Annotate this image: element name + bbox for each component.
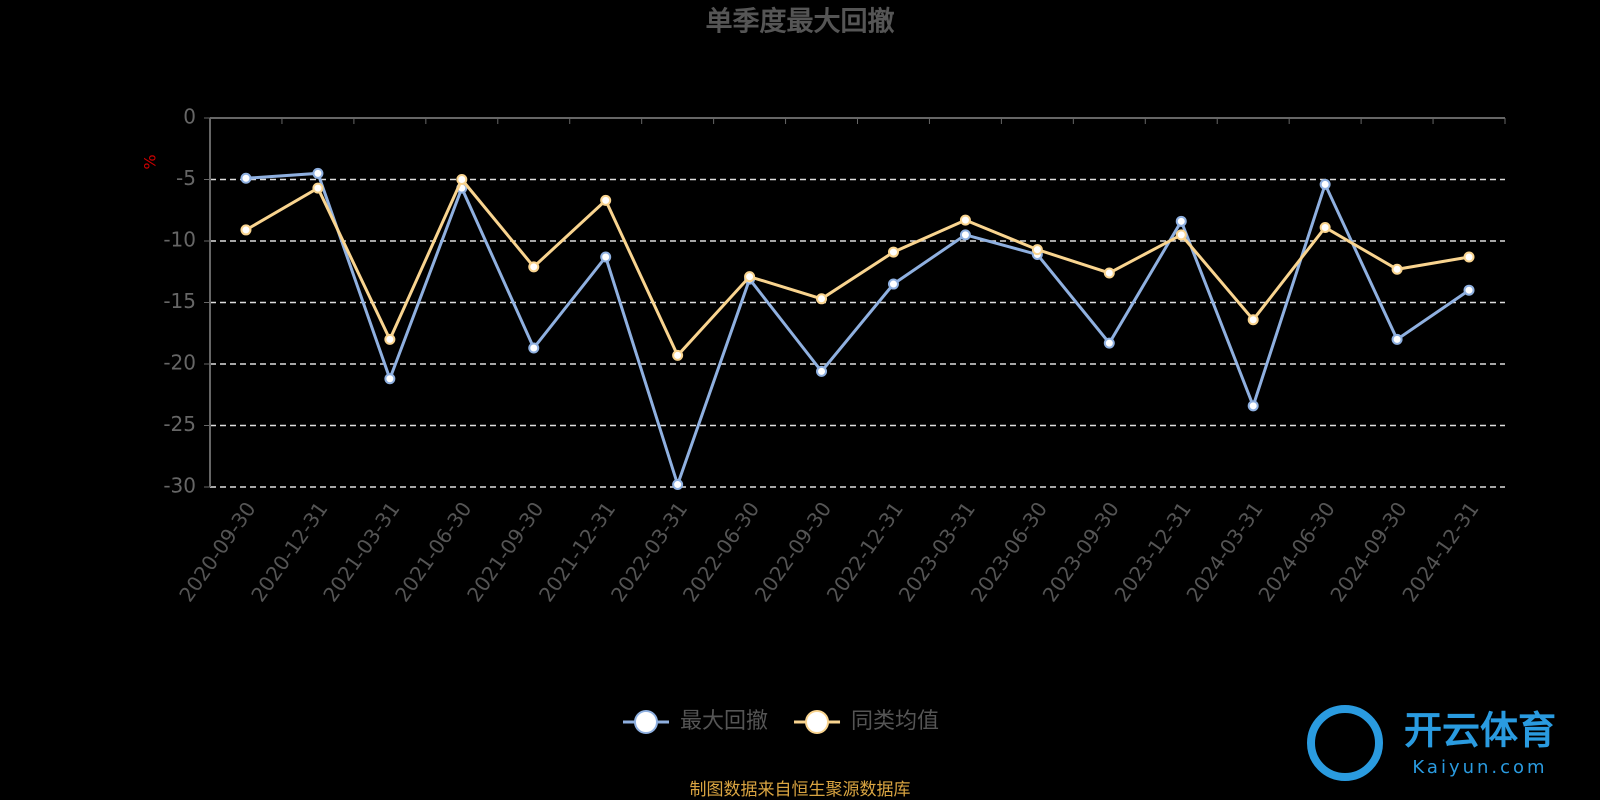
data-point (312, 167, 324, 179)
legend-marker (634, 710, 658, 734)
data-point (240, 172, 252, 184)
data-point (887, 246, 899, 258)
data-point (528, 342, 540, 354)
series-line (245, 171, 1470, 490)
data-point (1391, 263, 1403, 275)
data-point (959, 229, 971, 241)
series-line (245, 176, 1470, 359)
y-tick-label: -20 (163, 351, 196, 375)
data-point (959, 214, 971, 226)
data-point (312, 182, 324, 194)
data-point (816, 365, 828, 377)
data-point (1247, 400, 1259, 412)
data-point (240, 224, 252, 236)
watermark-brand: 开云体育 (1404, 709, 1556, 753)
data-point (1103, 337, 1115, 349)
y-tick-label: -30 (163, 474, 196, 498)
data-point (1463, 284, 1475, 296)
data-point (1463, 251, 1475, 263)
data-point (744, 271, 756, 283)
data-point (1391, 333, 1403, 345)
legend-marker (805, 710, 830, 734)
source-note: 制图数据来自恒生聚源数据库 (690, 780, 911, 800)
y-axis-label: % (141, 154, 160, 169)
data-point (384, 373, 396, 385)
data-point (1247, 314, 1259, 326)
data-point (456, 174, 468, 185)
y-tick-label: -25 (163, 412, 196, 436)
data-point (1319, 221, 1331, 233)
data-point (672, 479, 684, 491)
y-tick-label: -5 (176, 166, 196, 190)
data-point (672, 349, 684, 361)
legend-label: 最大回撤 (680, 709, 768, 734)
y-tick-label: -15 (163, 289, 196, 313)
watermark-logo (1307, 705, 1383, 781)
data-point (600, 251, 612, 263)
data-point (816, 293, 828, 305)
data-point (528, 261, 540, 273)
data-point (1319, 178, 1331, 190)
y-tick-label: -10 (163, 228, 196, 252)
chart-title: 单季度最大回撤 (706, 6, 895, 38)
data-point (384, 333, 396, 345)
data-point (887, 278, 899, 290)
data-point (1103, 267, 1115, 279)
watermark-site: Kaiyun.com (1412, 757, 1547, 778)
data-point (1175, 215, 1187, 227)
data-point (1175, 229, 1187, 241)
data-point (1031, 244, 1043, 256)
data-point (600, 194, 612, 206)
legend-label: 同类均值 (851, 709, 939, 734)
y-tick-label: 0 (183, 105, 196, 129)
